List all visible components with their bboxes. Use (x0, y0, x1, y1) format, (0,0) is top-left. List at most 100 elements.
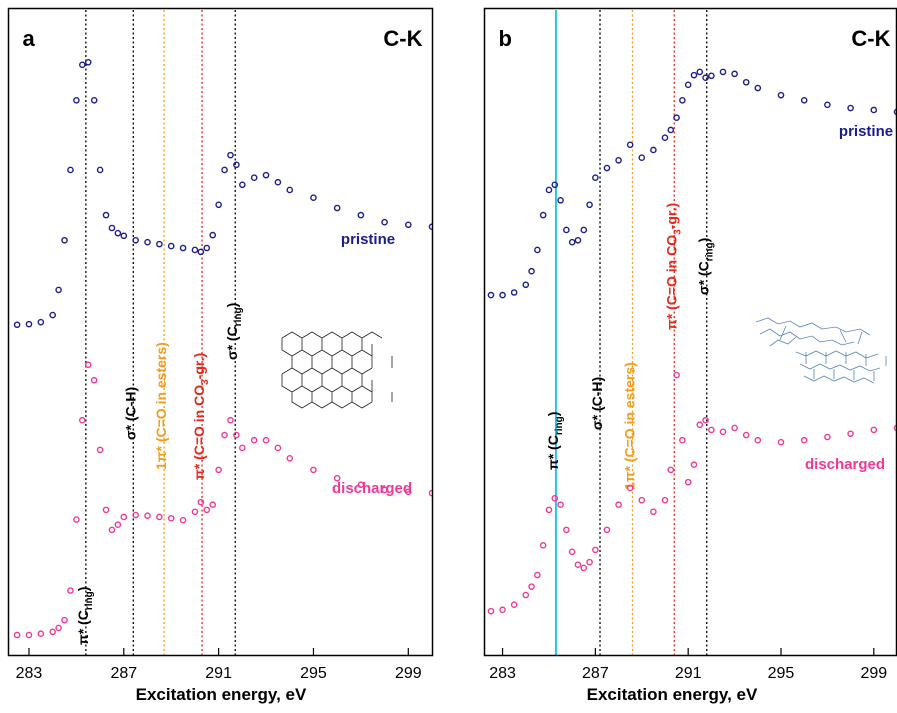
plot-frame (483, 7, 897, 657)
data-point (510, 601, 518, 608)
data-point (522, 591, 530, 599)
reference-label-part: 1π* (C=O in esters) (621, 362, 637, 490)
reference-label-part: ) (75, 587, 91, 592)
data-point (221, 166, 228, 174)
data-point (824, 101, 831, 109)
data-point (132, 236, 139, 244)
data-point (696, 68, 704, 76)
data-point (754, 84, 762, 92)
data-point (239, 444, 246, 452)
data-point (262, 171, 270, 179)
data-point (404, 488, 412, 496)
data-point (615, 501, 622, 509)
data-point (870, 106, 878, 114)
data-point (233, 431, 240, 439)
data-point (870, 426, 878, 434)
data-point (667, 466, 675, 474)
reference-label-part: ) (696, 238, 712, 243)
data-point (203, 506, 211, 514)
data-point (215, 466, 222, 474)
data-point (197, 248, 205, 256)
panel-label: a (23, 26, 36, 51)
data-point (557, 501, 564, 509)
data-point (551, 181, 559, 189)
data-point (510, 289, 518, 296)
data-point (381, 486, 388, 494)
data-point (824, 433, 831, 441)
data-point (13, 631, 21, 639)
reference-label-part: σ* (C (696, 261, 712, 295)
x-tick-label: 283 (489, 665, 516, 682)
data-point (102, 506, 110, 514)
panel-title: C-K (851, 26, 890, 51)
data-point (239, 181, 246, 189)
data-point (221, 431, 228, 439)
data-point (754, 436, 762, 444)
data-point (274, 178, 282, 186)
data-point (568, 238, 576, 246)
data-point (73, 97, 80, 104)
data-point (574, 236, 582, 244)
data-point (8, 634, 9, 636)
data-point (274, 444, 282, 452)
data-point (603, 526, 611, 534)
data-point (310, 194, 317, 201)
data-point (586, 558, 593, 566)
data-point (661, 496, 669, 504)
data-point (586, 201, 593, 209)
series-label: discharged (805, 456, 885, 473)
reference-label-part: ring (705, 242, 716, 261)
panel-title: C-K (383, 26, 422, 51)
data-point (534, 246, 541, 254)
reference-label-part: ring (554, 416, 565, 435)
data-point (357, 211, 365, 219)
data-point (120, 513, 128, 521)
reference-label-part: ) (545, 412, 561, 417)
data-point (179, 516, 187, 524)
data-point (563, 526, 570, 534)
data-point (708, 72, 715, 80)
data-point (108, 224, 116, 232)
data-point (144, 238, 151, 246)
data-point (487, 291, 495, 299)
data-point (227, 151, 234, 159)
data-point (661, 134, 669, 142)
reference-label: 1π* (C=O in esters) (153, 342, 169, 470)
data-point (25, 320, 33, 328)
data-point (61, 616, 68, 624)
data-point (477, 609, 482, 614)
data-point (55, 286, 62, 294)
data-point (79, 61, 86, 69)
data-point (197, 498, 205, 506)
data-point (49, 311, 56, 319)
plot-frame (7, 7, 434, 657)
x-axis-label: Excitation energy, eV (136, 685, 307, 704)
data-point (893, 424, 897, 432)
data-point (545, 186, 553, 194)
data-point (800, 97, 808, 104)
data-point (580, 226, 588, 234)
x-axis-label: Excitation energy, eV (587, 685, 758, 704)
reference-label: π* (Cring) (75, 587, 95, 645)
reference-label-part: 3 (672, 229, 683, 235)
reference-label: π* (Cring) (545, 412, 565, 470)
reference-label-part: ) (224, 303, 240, 308)
data-point (499, 291, 506, 299)
data-point (37, 630, 45, 638)
reference-label-part: π* (C=O in CO (191, 385, 207, 480)
data-point (191, 246, 199, 254)
reference-label-part: 3 (200, 379, 211, 385)
data-point (702, 416, 709, 424)
data-point (381, 218, 388, 226)
series-label: pristine (341, 231, 395, 248)
data-point (592, 174, 599, 181)
data-point (310, 466, 317, 474)
graphene-sketch-b (755, 317, 887, 384)
data-point (563, 226, 570, 234)
data-point (684, 478, 692, 486)
data-point (708, 426, 715, 434)
data-point (603, 164, 611, 172)
data-point (191, 508, 199, 516)
data-point (477, 292, 482, 297)
data-point (592, 546, 599, 554)
